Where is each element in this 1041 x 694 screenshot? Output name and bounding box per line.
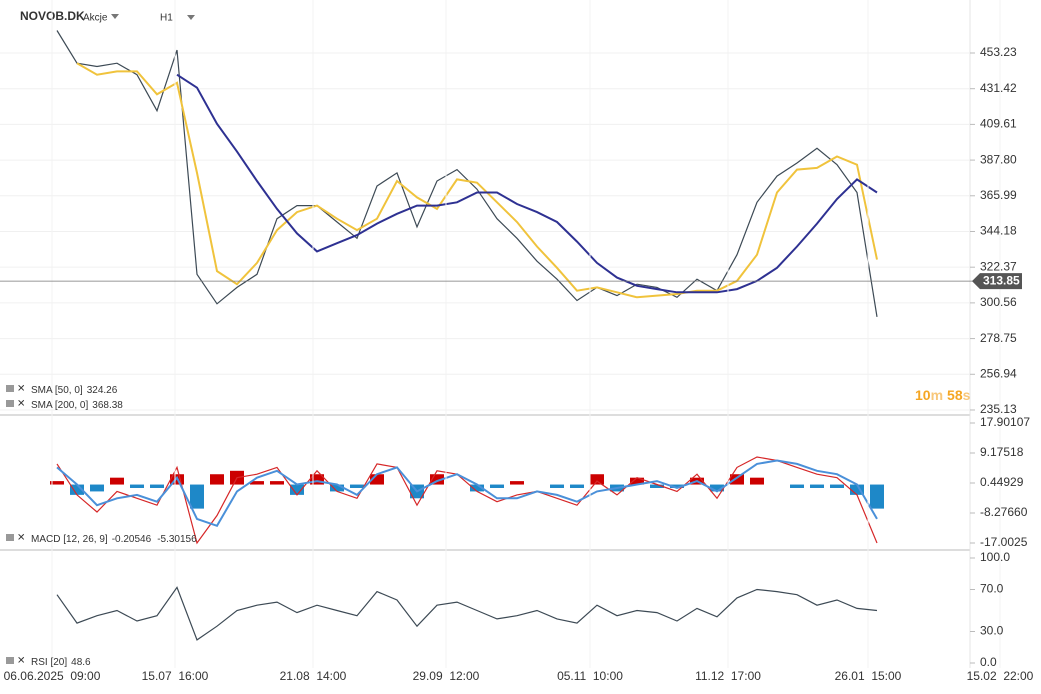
- series-line: [56, 459, 878, 528]
- legend-entry: RSI [20] 48.6: [31, 657, 91, 668]
- remove-icon[interactable]: ✕: [17, 384, 25, 395]
- series-line: [76, 62, 878, 299]
- y-tick-label: -8.27660: [980, 505, 1028, 519]
- histogram-bar: [310, 474, 324, 485]
- histogram-bar: [550, 484, 564, 488]
- histogram-bar: [370, 474, 384, 485]
- y-tick-label: 300.56: [980, 295, 1017, 309]
- histogram-bar: [490, 484, 504, 488]
- histogram-bar: [110, 477, 124, 485]
- y-tick-label: 365.99: [980, 188, 1017, 202]
- last-price-label: 313.85: [983, 273, 1020, 287]
- y-tick-label: 0.0: [980, 655, 997, 669]
- histogram-bar: [730, 474, 744, 485]
- remove-icon[interactable]: ✕: [17, 399, 25, 410]
- histogram-bar: [190, 484, 204, 509]
- y-tick-label: 0.44929: [980, 475, 1024, 489]
- y-tick-label: 453.23: [980, 45, 1017, 59]
- legend-icon[interactable]: [6, 657, 14, 664]
- y-tick-label: 235.13: [980, 402, 1017, 416]
- legend-icon[interactable]: [6, 385, 14, 392]
- y-tick-label: 30.0: [980, 624, 1004, 638]
- y-tick-label: 387.80: [980, 152, 1017, 166]
- histogram-bar: [350, 484, 364, 488]
- legend: ✕ SMA [50, 0] 324.26 ✕ SMA [200, 0] 368.38…: [6, 384, 197, 668]
- histogram-bar: [130, 484, 144, 488]
- interval[interactable]: H1: [160, 13, 173, 24]
- histogram-bar: [70, 484, 84, 495]
- y-tick-label: 278.75: [980, 331, 1017, 345]
- y-tick-label: 256.94: [980, 366, 1017, 380]
- histogram-bar: [250, 481, 264, 485]
- series-line: [56, 30, 878, 317]
- legend-entry: SMA [200, 0] 368.38: [31, 400, 123, 411]
- legend-icon[interactable]: [6, 400, 14, 407]
- histogram-bar: [470, 484, 484, 492]
- histogram-bar: [670, 484, 684, 488]
- y-tick-label: 9.17518: [980, 445, 1024, 459]
- histogram-bar: [210, 474, 224, 485]
- histogram-bar: [750, 477, 764, 485]
- legend-entry: SMA [50, 0] 324.26: [31, 385, 118, 396]
- histogram-bar: [270, 481, 284, 485]
- x-tick-label: 15.02 22:00: [967, 669, 1034, 683]
- asset-type: Akcje: [83, 13, 108, 24]
- y-tick-label: 322.37: [980, 259, 1017, 273]
- legend-icon[interactable]: [6, 534, 14, 541]
- symbol[interactable]: NOVOB.DK: [20, 9, 85, 23]
- histogram-bar: [90, 484, 104, 492]
- x-tick-label: 06.06.2025 09:00: [4, 669, 101, 683]
- y-tick-label: 100.0: [980, 550, 1010, 564]
- histogram-bar: [870, 484, 884, 509]
- histogram-bar: [710, 484, 724, 492]
- histogram-bar: [150, 484, 164, 488]
- histogram-bar: [510, 481, 524, 485]
- dropdown-icon[interactable]: [111, 14, 119, 19]
- histogram-bar: [850, 484, 864, 495]
- histogram-bar: [290, 484, 304, 495]
- y-tick-label: -17.0025: [980, 535, 1028, 549]
- series-line: [176, 73, 878, 294]
- histogram-bar: [790, 484, 804, 488]
- legend-entry: MACD [12, 26, 9] -0.20546 -5.30156: [31, 534, 197, 545]
- x-tick-label: 15.07 16:00: [142, 669, 209, 683]
- histogram-bar: [430, 474, 444, 485]
- x-tick-label: 21.08 14:00: [280, 669, 347, 683]
- y-tick-label: 17.90107: [980, 415, 1030, 429]
- histogram-bar: [590, 474, 604, 485]
- histogram-bar: [630, 477, 644, 485]
- histogram-bar: [830, 484, 844, 488]
- histogram-bar: [50, 481, 64, 485]
- histogram-bar: [570, 484, 584, 488]
- series-line: [56, 456, 878, 545]
- y-tick-label: 409.61: [980, 117, 1017, 131]
- histogram-bar: [330, 484, 344, 492]
- candle-timer: 10m 58s: [915, 387, 971, 403]
- x-tick-label: 11.12 17:00: [695, 669, 761, 683]
- last-price-box: [972, 273, 1022, 290]
- y-tick-label: 70.0: [980, 582, 1004, 596]
- dropdown-icon[interactable]: [187, 15, 195, 20]
- histogram-bar: [650, 484, 664, 488]
- x-tick-label: 05.11 10:00: [557, 669, 623, 683]
- series-line: [56, 586, 878, 641]
- remove-icon[interactable]: ✕: [17, 656, 25, 667]
- x-tick-label: 29.09 12:00: [413, 669, 480, 683]
- x-tick-label: 26.01 15:00: [835, 669, 902, 683]
- remove-icon[interactable]: ✕: [17, 533, 25, 544]
- y-tick-label: 344.18: [980, 224, 1017, 238]
- y-tick-label: 431.42: [980, 81, 1017, 95]
- histogram-bar: [810, 484, 824, 488]
